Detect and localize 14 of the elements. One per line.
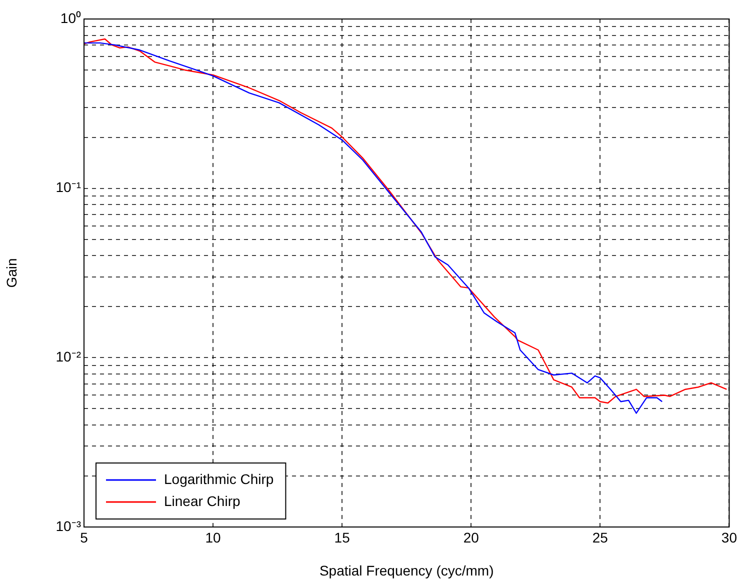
legend-label: Linear Chirp [164, 492, 240, 509]
y-tick-label: 10⁻² [56, 348, 82, 365]
y-tick-label: 10⁰ [60, 10, 81, 26]
x-tick-label: 20 [463, 529, 480, 546]
y-tick-label: 10⁻³ [56, 518, 82, 534]
x-tick-label: 10 [205, 529, 222, 546]
x-axis-title: Spatial Frequency (cyc/mm) [319, 562, 494, 578]
legend-label: Logarithmic Chirp [164, 470, 274, 487]
y-tick-label: 10⁻¹ [56, 179, 82, 196]
x-tick-label: 5 [80, 529, 88, 546]
x-tick-label: 30 [721, 529, 738, 546]
y-axis-title: Gain [3, 258, 20, 288]
x-tick-label: 15 [334, 529, 350, 546]
x-tick-label: 25 [592, 529, 608, 546]
